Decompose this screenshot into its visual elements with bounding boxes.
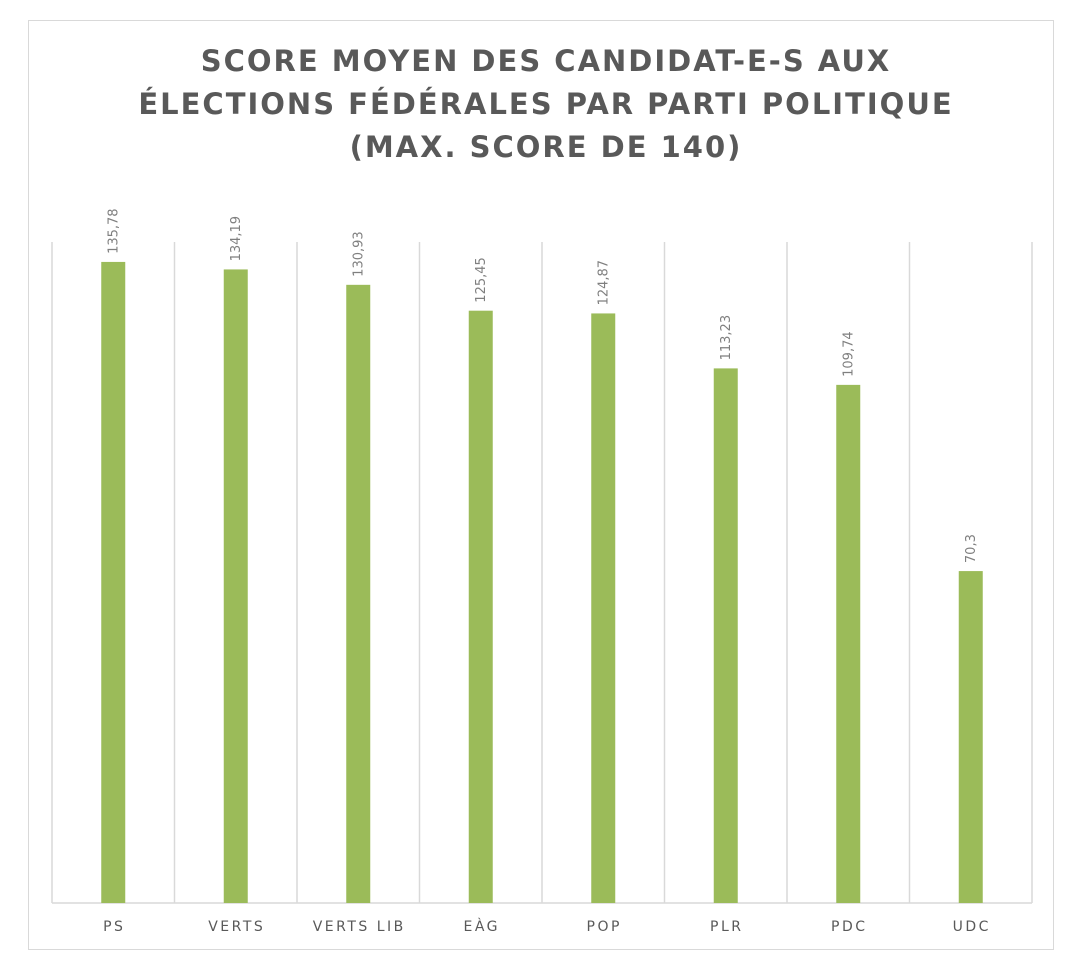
bar-pop xyxy=(591,313,616,904)
data-label-verts-lib: 130,93 xyxy=(351,231,366,277)
bar-layer xyxy=(101,261,983,904)
data-label-ps: 135,78 xyxy=(106,208,121,254)
chart-frame xyxy=(28,20,1054,950)
bar-verts xyxy=(223,269,248,903)
data-label-pdc: 109,74 xyxy=(841,331,856,377)
bar-pdc xyxy=(836,384,861,903)
category-label-plr: PLR xyxy=(710,919,743,935)
data-label-pop: 124,87 xyxy=(596,260,611,306)
bar-plr xyxy=(713,368,738,903)
data-label-layer: 135,78 134,19 130,93 125,45 124,87 113,23 109,… xyxy=(106,208,979,563)
data-label-udc: 70,3 xyxy=(964,534,979,563)
category-label-eàg: EÀG xyxy=(463,918,500,935)
bar-ps xyxy=(101,261,126,903)
data-label-eàg: 125,45 xyxy=(474,257,489,303)
category-label-layer: PS VERTS VERTS LIB EÀG POP PLR PDC UDC xyxy=(103,918,991,935)
bar-udc xyxy=(958,571,983,903)
bar-verts-lib xyxy=(346,284,371,903)
grid-layer xyxy=(51,242,1033,904)
chart-title-line-1: SCORE MOYEN DES CANDIDAT-E-S AUX xyxy=(200,44,892,78)
chart-title-line-2: ÉLECTIONS FÉDÉRALES PAR PARTI POLITIQUE xyxy=(138,87,954,121)
category-label-verts-lib: VERTS LIB xyxy=(313,919,406,935)
chart-title: SCORE MOYEN DES CANDIDAT-E-S AUX ÉLECTIO… xyxy=(0,40,1092,169)
category-label-ps: PS xyxy=(103,919,125,935)
category-label-udc: UDC xyxy=(953,919,991,935)
category-label-verts: VERTS xyxy=(208,919,265,935)
chart-title-line-3: (MAX. SCORE DE 140) xyxy=(349,130,743,164)
category-label-pdc: PDC xyxy=(831,919,868,935)
data-label-plr: 113,23 xyxy=(719,315,734,361)
bar-eàg xyxy=(468,310,493,903)
category-label-pop: POP xyxy=(587,919,622,935)
data-label-verts: 134,19 xyxy=(229,216,244,262)
